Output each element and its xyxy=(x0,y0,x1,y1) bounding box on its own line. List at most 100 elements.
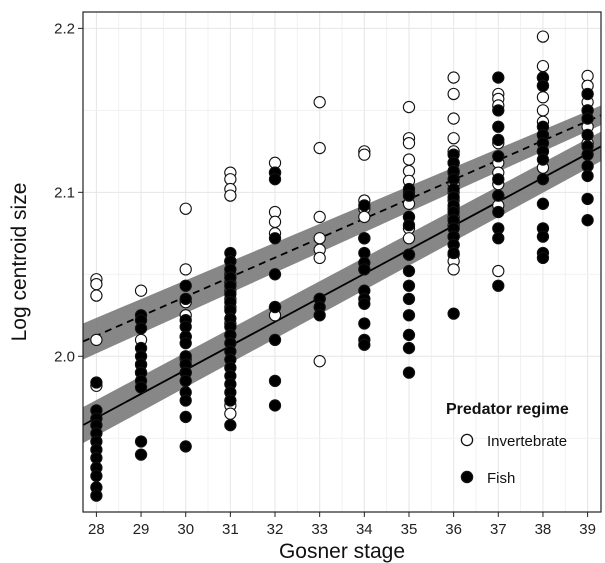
point-invertebrate xyxy=(402,136,416,150)
point-fish xyxy=(581,214,594,227)
point-invertebrate xyxy=(313,232,326,245)
point-fish xyxy=(179,410,192,424)
x-tick-label: 39 xyxy=(579,521,596,538)
point-invertebrate xyxy=(268,215,282,228)
x-tick-label: 32 xyxy=(267,521,284,538)
fit-lines xyxy=(82,114,602,426)
point-fish xyxy=(492,232,505,245)
point-fish xyxy=(268,333,282,347)
point-fish xyxy=(268,232,282,245)
point-fish xyxy=(581,169,594,183)
fit-line-fish xyxy=(82,145,602,426)
point-fish xyxy=(536,230,550,243)
point-fish xyxy=(179,336,192,350)
point-fish xyxy=(179,440,192,453)
point-fish xyxy=(492,104,505,117)
point-invertebrate xyxy=(447,112,460,125)
point-fish xyxy=(492,150,505,163)
point-invertebrate xyxy=(447,87,460,101)
x-tick-label: 33 xyxy=(311,521,328,538)
y-axis-ticks: 2.0 2.1 2.2 xyxy=(54,20,83,365)
point-fish xyxy=(224,418,237,432)
point-fish xyxy=(581,128,594,142)
point-invertebrate xyxy=(224,189,237,202)
legend: Predator regime Invertebrate Fish xyxy=(446,401,569,487)
point-invertebrate xyxy=(447,71,460,84)
point-fish xyxy=(492,279,505,292)
point-fish xyxy=(581,148,594,161)
point-invertebrate xyxy=(402,100,416,114)
point-fish xyxy=(447,307,460,320)
point-fish xyxy=(536,79,550,92)
x-tick-label: 28 xyxy=(88,521,105,538)
point-fish xyxy=(268,374,282,388)
point-fish xyxy=(402,264,416,278)
point-invertebrate xyxy=(358,148,371,161)
point-fish xyxy=(179,292,192,306)
point-invertebrate xyxy=(179,263,192,276)
point-fish xyxy=(179,374,192,388)
point-fish xyxy=(492,205,505,219)
point-fish xyxy=(268,300,282,314)
point-fish xyxy=(268,399,282,412)
point-invertebrate xyxy=(402,232,416,245)
y-tick-label: 2.0 xyxy=(54,348,75,365)
point-fish xyxy=(536,251,550,265)
point-fish xyxy=(358,297,371,310)
point-fish xyxy=(134,435,148,448)
point-fish xyxy=(134,322,148,335)
point-fish xyxy=(358,232,371,245)
point-invertebrate xyxy=(90,289,103,302)
point-fish xyxy=(90,489,103,502)
x-tick-label: 30 xyxy=(177,521,194,538)
point-fish xyxy=(492,173,505,186)
point-fish xyxy=(402,218,416,232)
point-invertebrate xyxy=(536,104,550,117)
point-fish xyxy=(224,394,237,407)
legend-title: Predator regime xyxy=(446,401,569,418)
legend-marker-invertebrate xyxy=(460,433,474,447)
point-invertebrate xyxy=(313,355,326,368)
legend-label-invertebrate: Invertebrate xyxy=(487,433,567,450)
point-invertebrate xyxy=(492,264,505,278)
point-fish xyxy=(492,189,505,202)
x-axis-ticks: 28 29 30 31 32 33 34 35 36 37 38 39 xyxy=(88,512,596,538)
x-tick-label: 36 xyxy=(445,521,462,538)
point-fish xyxy=(492,71,505,84)
point-fish xyxy=(581,112,594,125)
confidence-band-invertebrate xyxy=(83,105,601,360)
point-fish xyxy=(402,366,416,379)
point-fish xyxy=(581,192,594,206)
point-fish xyxy=(402,341,416,355)
y-tick-label: 2.1 xyxy=(54,184,75,201)
point-invertebrate xyxy=(90,277,103,291)
point-fish xyxy=(268,268,282,281)
point-fish xyxy=(358,317,371,330)
x-axis-title: Gosner stage xyxy=(279,540,405,563)
point-invertebrate xyxy=(313,251,326,265)
point-invertebrate xyxy=(536,30,550,43)
point-fish xyxy=(536,173,550,186)
data-points xyxy=(90,30,594,502)
point-fish xyxy=(402,292,416,306)
point-fish xyxy=(536,153,550,166)
point-fish xyxy=(268,173,282,186)
point-invertebrate xyxy=(447,132,460,145)
point-invertebrate xyxy=(313,96,326,109)
point-fish xyxy=(581,87,594,101)
point-invertebrate xyxy=(358,210,371,224)
point-fish xyxy=(402,189,416,202)
point-fish xyxy=(358,338,371,351)
point-invertebrate xyxy=(134,284,148,297)
x-tick-label: 29 xyxy=(133,521,150,538)
point-fish xyxy=(90,469,103,483)
point-fish xyxy=(179,394,192,407)
point-invertebrate xyxy=(90,333,103,347)
point-fish xyxy=(134,448,148,461)
point-fish xyxy=(313,309,326,322)
y-axis-title: Log centroid size xyxy=(8,183,31,342)
x-tick-label: 37 xyxy=(490,521,507,538)
point-fish xyxy=(492,120,505,133)
x-tick-label: 38 xyxy=(535,521,552,538)
